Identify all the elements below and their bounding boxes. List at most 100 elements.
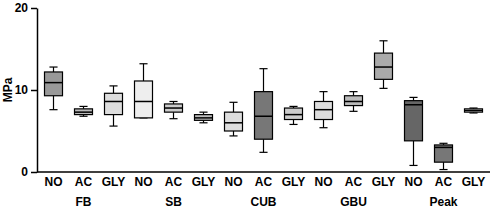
upper-cap xyxy=(109,85,117,86)
box xyxy=(465,108,483,113)
box xyxy=(195,112,213,123)
x-tick: AC xyxy=(75,175,93,189)
upper-whisker xyxy=(53,67,54,72)
x-tick: AC xyxy=(435,175,453,189)
group-label: GBU xyxy=(340,195,367,209)
upper-cap xyxy=(229,102,237,103)
lower-whisker xyxy=(113,115,114,126)
x-tick-label: GLY xyxy=(372,175,396,189)
box-body xyxy=(315,101,333,119)
y-tick: 0 xyxy=(21,165,37,179)
box-body xyxy=(195,115,213,121)
lower-whisker xyxy=(263,139,264,152)
upper-whisker xyxy=(233,102,234,112)
x-tick: AC xyxy=(165,175,183,189)
y-tick-label: 20 xyxy=(15,1,29,15)
lower-whisker xyxy=(233,131,234,136)
lower-cap xyxy=(229,135,237,136)
box xyxy=(135,64,153,118)
group-label: Peak xyxy=(429,195,457,209)
lower-cap xyxy=(289,124,297,125)
y-axis: 0 10 20 xyxy=(15,1,38,179)
x-tick-label: AC xyxy=(165,175,183,189)
group-label: CUB xyxy=(251,195,277,209)
lower-whisker xyxy=(53,96,54,110)
x-tick-label: NO xyxy=(315,175,333,189)
box-body xyxy=(435,145,453,162)
median-line xyxy=(75,111,93,113)
x-tick-label: AC xyxy=(345,175,363,189)
x-axis: NOACGLYNOACGLYNOACGLYNOACGLYNOACGLY xyxy=(37,172,490,189)
lower-cap xyxy=(259,152,267,153)
y-tick: 10 xyxy=(15,83,37,97)
median-line xyxy=(255,115,273,117)
upper-cap xyxy=(439,143,447,144)
upper-whisker xyxy=(113,86,114,93)
lower-cap xyxy=(349,111,357,112)
lower-cap xyxy=(109,125,117,126)
median-line xyxy=(195,117,213,119)
box-body xyxy=(165,104,183,112)
x-tick: NO xyxy=(45,175,63,189)
box-body xyxy=(465,109,483,112)
lower-cap xyxy=(199,122,207,123)
box xyxy=(405,97,423,165)
median-line xyxy=(135,101,153,103)
x-tick: AC xyxy=(345,175,363,189)
x-tick: AC xyxy=(255,175,273,189)
lower-cap xyxy=(79,116,87,117)
lower-whisker xyxy=(293,120,294,125)
median-line xyxy=(45,82,63,84)
median-line xyxy=(225,122,243,124)
x-tick-label: NO xyxy=(225,175,243,189)
x-tick-label: GLY xyxy=(282,175,306,189)
box xyxy=(285,106,303,124)
box-body xyxy=(285,108,303,119)
x-tick-label: AC xyxy=(435,175,453,189)
upper-cap xyxy=(319,91,327,92)
box-body xyxy=(45,72,63,96)
x-tick-label: AC xyxy=(255,175,273,189)
upper-cap xyxy=(169,101,177,102)
upper-cap xyxy=(49,66,57,67)
upper-cap xyxy=(409,97,417,98)
y-tick-mark xyxy=(31,172,37,174)
median-line xyxy=(465,110,483,112)
upper-whisker xyxy=(323,92,324,102)
box xyxy=(225,102,243,136)
x-tick: GLY xyxy=(102,175,126,189)
box-body xyxy=(225,112,243,131)
lower-cap xyxy=(169,118,177,119)
median-line xyxy=(285,114,303,116)
x-tick-label: NO xyxy=(135,175,153,189)
x-tick: NO xyxy=(315,175,333,189)
chart: 0 10 20 MPa NO AC GLY NO AC GLY NO AC GLY NO AC GLY NO AC… xyxy=(0,0,500,212)
lower-whisker xyxy=(173,112,174,119)
x-tick-label: GLY xyxy=(102,175,126,189)
median-line xyxy=(345,101,363,103)
median-line xyxy=(105,101,123,103)
box xyxy=(45,67,63,110)
y-tick-mark xyxy=(31,8,37,10)
upper-cap xyxy=(379,40,387,41)
lower-whisker xyxy=(383,79,384,88)
x-tick: GLY xyxy=(192,175,216,189)
median-line xyxy=(435,147,453,149)
upper-whisker xyxy=(143,64,144,81)
lower-whisker xyxy=(413,141,414,166)
lower-whisker xyxy=(443,162,444,169)
box-body xyxy=(105,93,123,114)
x-tick: NO xyxy=(405,175,423,189)
x-tick: NO xyxy=(225,175,243,189)
box-body xyxy=(135,81,153,118)
y-axis-title: MPa xyxy=(1,77,15,102)
x-tick-label: GLY xyxy=(192,175,216,189)
x-axis-line xyxy=(37,171,490,173)
upper-cap xyxy=(79,106,87,107)
upper-whisker xyxy=(263,69,264,92)
x-tick: GLY xyxy=(372,175,396,189)
lower-cap xyxy=(409,165,417,166)
plot-area xyxy=(45,41,483,170)
upper-cap xyxy=(349,91,357,92)
box xyxy=(105,86,123,126)
